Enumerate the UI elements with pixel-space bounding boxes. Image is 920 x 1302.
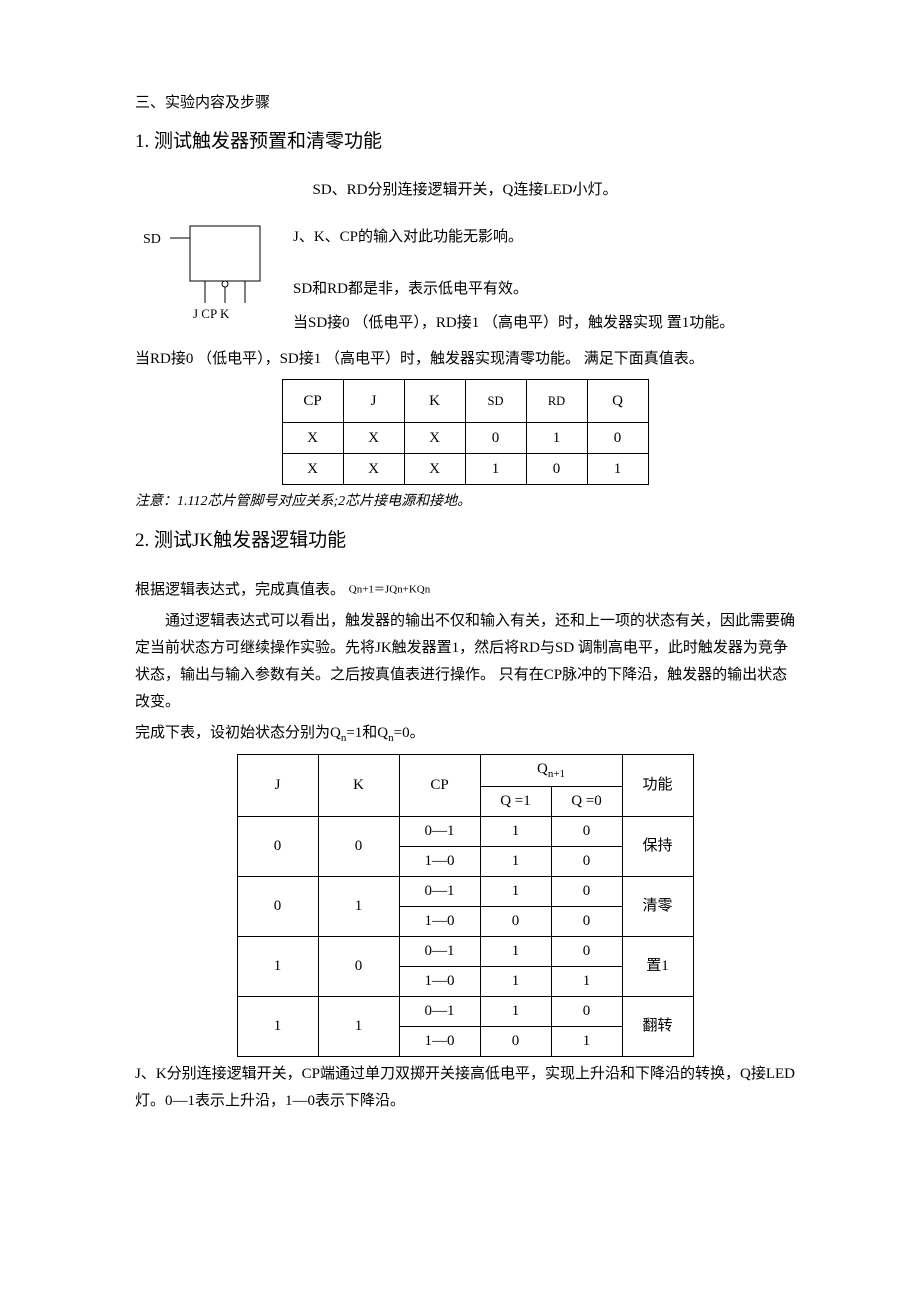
part2-para2: 完成下表，设初始状态分别为Qn=1和Qn=0。 [135, 720, 795, 749]
t2-cell: 0—1 [399, 937, 480, 967]
t2-h-q1: Q =1 [480, 787, 551, 817]
t1-h-cp: CP [282, 380, 343, 423]
t2-cell: 置1 [622, 937, 693, 997]
t2-cell: 1—0 [399, 967, 480, 997]
p2b: =1和Q [346, 725, 388, 741]
t1-h-rd: RD [526, 380, 587, 423]
t1-cell: 0 [465, 423, 526, 454]
t1-cell: X [282, 423, 343, 454]
t2-cell: 0 [551, 877, 622, 907]
diag-line2: SD和RD都是非，表示低电平有效。 [293, 274, 795, 304]
t2-h-qn1: Qn+1 [480, 755, 622, 787]
t2-cell: 1 [318, 877, 399, 937]
t2-cell: 0—1 [399, 997, 480, 1027]
part1-title: 1. 测试触发器预置和清零功能 [135, 125, 795, 159]
t2-h-j: J [237, 755, 318, 817]
p2a: 完成下表，设初始状态分别为Q [135, 725, 341, 741]
t2-cell: 0 [237, 877, 318, 937]
t2-cell: 翻转 [622, 997, 693, 1057]
part1-after: 当RD接0 （低电平），SD接1 （高电平）时，触发器实现清零功能。 满足下面真… [135, 346, 795, 373]
t2-cell: 1 [480, 877, 551, 907]
t1-h-sd: SD [465, 380, 526, 423]
t2-h-q0: Q =0 [551, 787, 622, 817]
t2-cell: 1 [480, 847, 551, 877]
t2-cell: 保持 [622, 817, 693, 877]
t2-cell: 1 [480, 937, 551, 967]
t1-cell: 1 [465, 454, 526, 485]
diag-line1: J、K、CP的输入对此功能无影响。 [293, 222, 795, 252]
t1-cell: X [343, 423, 404, 454]
part2-title: 2. 测试JK触发器逻辑功能 [135, 524, 795, 558]
flipflop-diagram: SD J CP K [135, 218, 285, 328]
sd-label: SD [143, 232, 161, 247]
t2-cell: 1 [551, 1027, 622, 1057]
eq-prefix: 根据逻辑表达式，完成真值表。 [135, 582, 345, 598]
t2-cell: 0 [318, 817, 399, 877]
diagram-side-text: J、K、CP的输入对此功能无影响。 SD和RD都是非，表示低电平有效。 当SD接… [285, 218, 795, 342]
part1-center-line: SD、RD分别连接逻辑开关，Q连接LED小灯。 [135, 177, 795, 204]
t1-cell: X [343, 454, 404, 485]
equation-text: Qn+1＝JQn+KQn [349, 583, 430, 595]
t1-cell: X [404, 423, 465, 454]
t2-cell: 0 [237, 817, 318, 877]
t2-cell: 0 [551, 847, 622, 877]
t2-cell: 0 [551, 997, 622, 1027]
t2-cell: 1—0 [399, 907, 480, 937]
diag-line3: 当SD接0 （低电平），RD接1 （高电平）时，触发器实现 置1功能。 [293, 308, 795, 338]
truth-table-2: J K CP Qn+1 功能 Q =1 Q =0 0 0 0—1 1 0 保持 … [237, 754, 694, 1057]
truth-table-1: CP J K SD RD Q X X X 0 1 0 X X X 1 0 1 [282, 379, 649, 485]
eq-line: 根据逻辑表达式，完成真值表。 Qn+1＝JQn+KQn [135, 577, 795, 604]
t1-cell: X [282, 454, 343, 485]
t2-cell: 0 [551, 937, 622, 967]
t1-cell: X [404, 454, 465, 485]
t2-cell: 0—1 [399, 817, 480, 847]
t1-cell: 0 [526, 454, 587, 485]
t2-h-k: K [318, 755, 399, 817]
diagram-row: SD J CP K J、K、CP的输入对此功能无影响。 SD和RD都是非，表示低… [135, 218, 795, 342]
t2-cell: 0 [318, 937, 399, 997]
t2-cell: 0 [551, 817, 622, 847]
t2-cell: 0 [480, 907, 551, 937]
t2-h-func: 功能 [622, 755, 693, 817]
jcpk-label: J CP K [193, 306, 230, 321]
t2-cell: 0 [551, 907, 622, 937]
t2-cell: 1—0 [399, 1027, 480, 1057]
t2-h-cp: CP [399, 755, 480, 817]
t1-cell: 1 [587, 454, 648, 485]
t2-cell: 0—1 [399, 877, 480, 907]
part2-after: J、K分别连接逻辑开关，CP端通过单刀双掷开关接高低电平，实现上升沿和下降沿的转… [135, 1061, 795, 1115]
t2-cell: 1—0 [399, 847, 480, 877]
document-page: 三、实验内容及步骤 1. 测试触发器预置和清零功能 SD、RD分别连接逻辑开关，… [0, 0, 920, 1179]
t1-h-k: K [404, 380, 465, 423]
t2-cell: 1 [480, 967, 551, 997]
p2c: =0。 [394, 725, 425, 741]
section-header: 三、实验内容及步骤 [135, 90, 795, 117]
t1-h-q: Q [587, 380, 648, 423]
t2-cell: 1 [318, 997, 399, 1057]
t1-cell: 1 [526, 423, 587, 454]
t2-cell: 0 [480, 1027, 551, 1057]
t2-cell: 1 [237, 937, 318, 997]
t2-cell: 1 [480, 817, 551, 847]
part1-note: 注意：1.112芯片管脚号对应关系;2芯片接电源和接地。 [135, 489, 795, 514]
part2-para1: 通过逻辑表达式可以看出，触发器的输出不仅和输入有关，还和上一项的状态有关，因此需… [135, 608, 795, 716]
t1-cell: 0 [587, 423, 648, 454]
t1-h-j: J [343, 380, 404, 423]
t2-cell: 1 [551, 967, 622, 997]
t2-cell: 清零 [622, 877, 693, 937]
t2-cell: 1 [237, 997, 318, 1057]
t2-cell: 1 [480, 997, 551, 1027]
